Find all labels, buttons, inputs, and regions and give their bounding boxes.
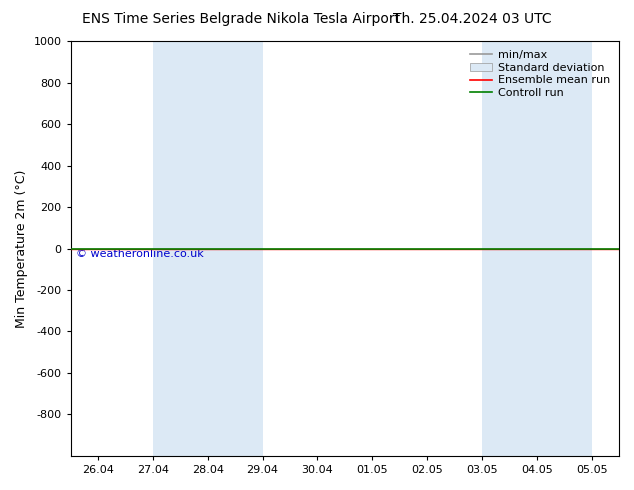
Y-axis label: Min Temperature 2m (°C): Min Temperature 2m (°C) (15, 170, 28, 328)
Bar (482, 41, 592, 456)
Text: ENS Time Series Belgrade Nikola Tesla Airport: ENS Time Series Belgrade Nikola Tesla Ai… (82, 12, 401, 26)
Text: Th. 25.04.2024 03 UTC: Th. 25.04.2024 03 UTC (393, 12, 552, 26)
Legend: min/max, Standard deviation, Ensemble mean run, Controll run: min/max, Standard deviation, Ensemble me… (467, 47, 614, 101)
Text: © weatheronline.co.uk: © weatheronline.co.uk (76, 248, 204, 259)
Bar (153, 41, 262, 456)
